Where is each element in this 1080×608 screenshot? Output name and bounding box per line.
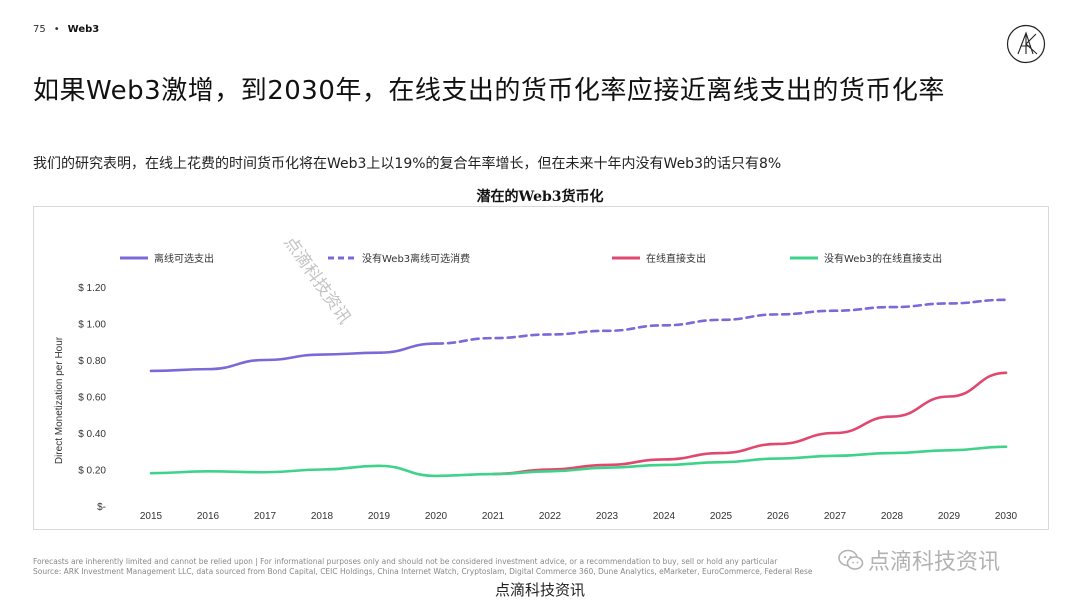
x-tick-label: 2017 [254, 511, 277, 522]
section-label: Web3 [67, 24, 100, 35]
separator: • [53, 24, 60, 35]
y-tick-label: $ 0.80 [78, 356, 106, 367]
x-tick-label: 2020 [425, 511, 448, 522]
legend-item-offline-no-web3: 没有Web3离线可选消费 [328, 250, 470, 265]
y-axis-label: Direct Monetization per Hour [54, 336, 65, 464]
y-tick-label: $ 1.20 [78, 283, 106, 294]
x-tick-label: 2018 [311, 511, 334, 522]
x-tick-label: 2027 [824, 511, 847, 522]
chart-title: 潜在的Web3货币化 [476, 189, 604, 205]
legend-swatch-offline-no-web3 [328, 256, 356, 259]
chart-frame [33, 206, 1049, 530]
x-tick-label: 2016 [197, 511, 220, 522]
series-line-0 [149, 342, 438, 373]
series-line-2 [491, 371, 1008, 476]
watermark-corner-text: 点滴科技资讯 [868, 550, 1001, 575]
page-title: 如果Web3激增，到2030年，在线支出的货币化率应接近离线支出的货币化率 [33, 76, 945, 106]
series-line-1 [434, 298, 1008, 345]
y-tick-label: $- [97, 502, 106, 513]
legend-label-online-no-web3: 没有Web3的在线直接支出 [824, 254, 943, 265]
x-tick-label: 2021 [482, 511, 505, 522]
legend-swatch-online [612, 256, 640, 259]
legend-item-offline: 离线可选支出 [120, 250, 214, 265]
legend-swatch-offline [120, 256, 148, 259]
y-tick-label: $ 1.00 [78, 320, 106, 331]
legend-swatch-online-no-web3 [790, 256, 818, 259]
x-tick-label: 2029 [938, 511, 961, 522]
y-tick-label: $ 0.20 [78, 466, 106, 477]
watermark-bottom: 点滴科技资讯 [494, 581, 585, 599]
y-tick-label: $ 0.60 [78, 393, 106, 404]
legend-item-online-no-web3: 没有Web3的在线直接支出 [790, 250, 942, 265]
y-tick-label: $ 0.40 [78, 429, 106, 440]
page-number: 75 [33, 24, 46, 35]
legend-item-online: 在线直接支出 [612, 250, 706, 265]
series-line-3 [149, 445, 1008, 478]
top-bar: 75 • Web3 [33, 24, 99, 35]
legend-label-offline-no-web3: 没有Web3离线可选消费 [362, 254, 471, 265]
footer-disclaimer: Forecasts are inherently limited and can… [33, 557, 813, 577]
footer-line-2: Source: ARK Investment Management LLC, d… [33, 567, 813, 576]
x-tick-label: 2030 [995, 511, 1018, 522]
x-tick-label: 2022 [539, 511, 562, 522]
legend-label-offline: 离线可选支出 [154, 254, 214, 265]
watermark-corner: 点滴科技资讯 [838, 544, 1000, 576]
page-subtitle: 我们的研究表明，在线上花费的时间货币化将在Web3上以19%的复合年率增长，但在… [33, 156, 782, 172]
x-tick-label: 2028 [881, 511, 904, 522]
legend-label-online: 在线直接支出 [646, 254, 706, 265]
wechat-icon [838, 549, 864, 570]
x-tick-label: 2015 [140, 511, 163, 522]
x-tick-label: 2026 [767, 511, 790, 522]
x-tick-label: 2019 [368, 511, 391, 522]
x-tick-label: 2023 [596, 511, 619, 522]
x-tick-label: 2024 [653, 511, 676, 522]
x-tick-label: 2025 [710, 511, 733, 522]
ark-logo-icon [1006, 24, 1046, 64]
footer-line-1: Forecasts are inherently limited and can… [33, 557, 778, 566]
chart-legend: 离线可选支出 没有Web3离线可选消费 在线直接支出 没有Web3的在线直接支出 [0, 250, 1080, 268]
